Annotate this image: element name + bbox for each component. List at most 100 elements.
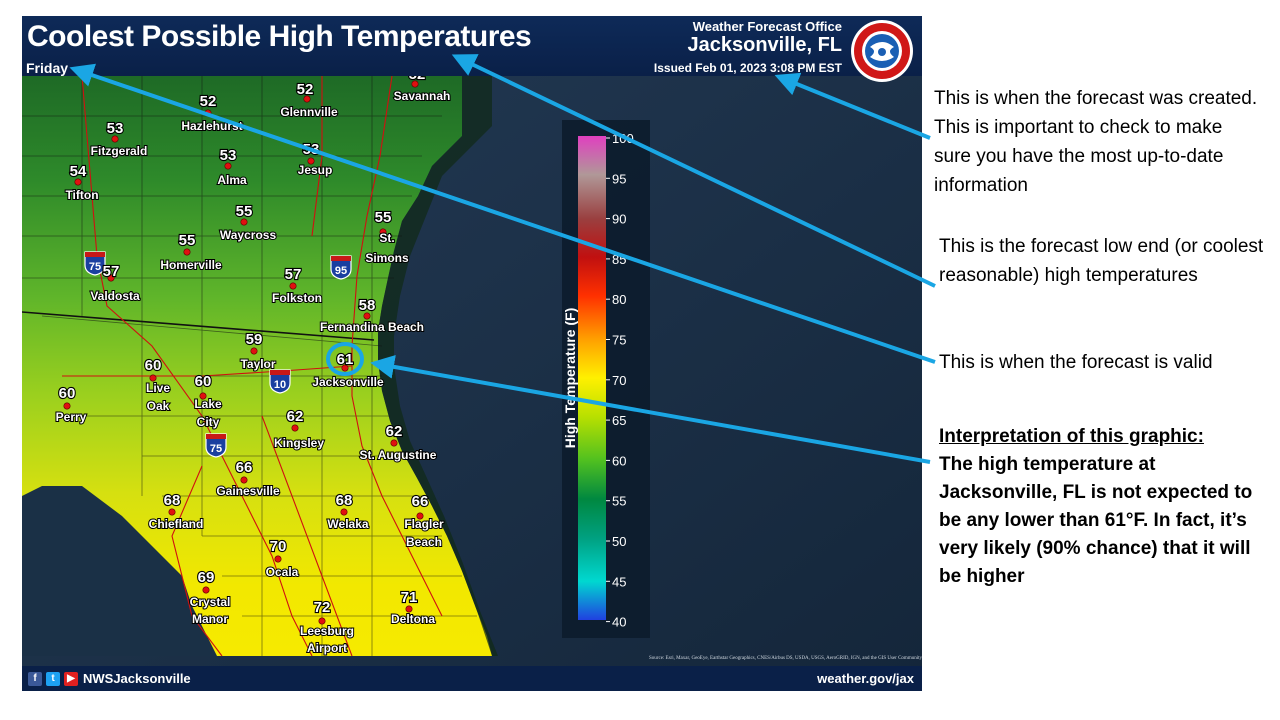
legend-tick-label: 60 [612, 453, 626, 468]
facebook-icon[interactable]: f [28, 672, 42, 686]
city-name: St. Augustine [360, 448, 437, 462]
city-fitzgerald[interactable]: 53 Fitzgerald [90, 119, 149, 159]
office-city: Jacksonville, FL [687, 34, 842, 56]
city-dot [250, 347, 258, 355]
valid-day-label: Friday [26, 60, 69, 76]
city-leesburg-airport[interactable]: 72 Leesburg Airport [299, 598, 355, 656]
shield-number: 75 [89, 261, 101, 273]
valid-day-note: This is when the forecast is valid [939, 352, 1213, 373]
city-dot [318, 617, 326, 625]
city-lake-city[interactable]: 60 Lake City [193, 372, 223, 430]
city-flagler-beach[interactable]: 66 Flagler Beach [403, 492, 445, 550]
page-title: Coolest Possible High Temperatures [27, 20, 532, 53]
city-live-oak[interactable]: 60 Live Oak [144, 356, 172, 414]
city-jacksonville[interactable]: 61 Jacksonville [311, 350, 385, 390]
legend-tick-label: 50 [612, 534, 626, 549]
youtube-icon[interactable]: ▶ [64, 672, 78, 686]
shield-number: 95 [335, 265, 347, 277]
social-handle[interactable]: NWSJacksonville [83, 671, 191, 686]
city-name: Beach [406, 535, 442, 549]
coastal-fringe [378, 76, 498, 656]
city-name: Waycross [220, 228, 277, 242]
city-dot [416, 512, 424, 520]
city-name: Gainesville [216, 484, 280, 498]
city-dot [199, 392, 207, 400]
city-waycross[interactable]: 55 Waycross [219, 202, 278, 243]
city-name: Perry [56, 410, 87, 424]
city-dot [274, 555, 282, 563]
city-temperature: 52 [297, 81, 314, 98]
city-temperature: 53 [107, 120, 124, 137]
city-alma[interactable]: 53 Alma [216, 146, 248, 188]
arrow-title [451, 54, 936, 288]
city-gainesville[interactable]: 66 Gainesville [215, 458, 281, 499]
city-fernandina-beach[interactable]: 58 Fernandina Beach [319, 296, 425, 335]
city-dot [411, 80, 419, 88]
city-name: Deltona [391, 612, 435, 626]
city-temperature: 66 [236, 459, 253, 476]
issued-time: Issued Feb 01, 2023 3:08 PM EST [653, 61, 842, 75]
city-temperature: 53 [220, 147, 237, 164]
interstate-shield-95: 95 [330, 255, 352, 280]
legend-tick-label: 90 [612, 212, 626, 227]
city-homerville[interactable]: 55 Homerville [159, 231, 223, 273]
city-dot [240, 476, 248, 484]
city-crystal-manor[interactable]: 69 Crystal Manor [189, 568, 232, 627]
city-welaka[interactable]: 68 Welaka [326, 491, 369, 532]
city-temperature: 62 [386, 423, 403, 440]
city-jesup[interactable]: 53Jesup [297, 140, 334, 178]
map-source-credit: Source: Esri, Maxar, GeoEye, Earthstar G… [649, 656, 922, 661]
website-link[interactable]: weather.gov/jax [817, 671, 914, 686]
city-dot [289, 282, 297, 290]
city-perry[interactable]: 60 Perry [55, 384, 88, 425]
city-temperature: 59 [246, 331, 263, 348]
city-valdosta[interactable]: 57 Valdosta [89, 262, 141, 304]
interpretation-body: The high temperature at Jacksonville, FL… [939, 454, 1253, 587]
city-name: Manor [192, 612, 228, 626]
city-dot [111, 135, 119, 143]
city-folkston[interactable]: 57 Folkston [271, 265, 323, 306]
legend-tick-label: 80 [612, 292, 626, 307]
city-name: Jacksonville [312, 375, 384, 389]
jacksonville-highlight-circle [326, 342, 364, 376]
map: 100959085807570656055504540 High Tempera… [22, 16, 922, 691]
city-chiefland[interactable]: 68 Chiefland [148, 491, 205, 532]
shield-number: 10 [274, 379, 286, 391]
interstate-shield-10: 10 [269, 369, 291, 394]
legend-tick-label: 55 [612, 494, 626, 509]
city-temperature: 62 [287, 408, 304, 425]
city-dot [224, 162, 232, 170]
interstate-shield-75: 75 [205, 433, 227, 458]
legend-tick-label: 40 [612, 615, 626, 630]
forecast-graphic: 100959085807570656055504540 High Tempera… [22, 16, 922, 691]
city-deltona[interactable]: 71 Deltona [390, 588, 436, 627]
office-line: Weather Forecast Office [692, 19, 842, 34]
city-tifton[interactable]: 54 Tifton [64, 162, 99, 203]
city-dot [74, 178, 82, 186]
city-dot [340, 508, 348, 516]
twitter-icon[interactable]: t [46, 672, 60, 686]
city-temperature: 52 [200, 93, 217, 110]
city-name: Flagler [404, 517, 444, 531]
interpretation-title: Interpretation of this graphic: [939, 426, 1204, 447]
city-kingsley[interactable]: 62 Kingsley [273, 407, 325, 451]
city-taylor[interactable]: 59 Taylor [239, 330, 276, 372]
city-name: City [197, 415, 220, 429]
city-glennville[interactable]: 52 Glennville [279, 80, 339, 120]
city-name: St. [379, 231, 394, 245]
city-dot [240, 218, 248, 226]
city-st-simons[interactable]: 55 St. Simons [364, 208, 410, 266]
city-dot [168, 508, 176, 516]
city-temperature: 55 [236, 203, 253, 220]
city-temperature: 69 [198, 569, 215, 586]
city-name: Jesup [298, 163, 333, 177]
legend-title: High Temperature (F) [562, 308, 578, 449]
city-savannah[interactable]: 52Savannah [393, 65, 452, 104]
city-temperature: 66 [412, 493, 429, 510]
city-temperature: 68 [336, 492, 353, 509]
city-st-augustine[interactable]: 62 St. Augustine [359, 422, 438, 463]
city-ocala[interactable]: 70 Ocala [265, 537, 300, 580]
